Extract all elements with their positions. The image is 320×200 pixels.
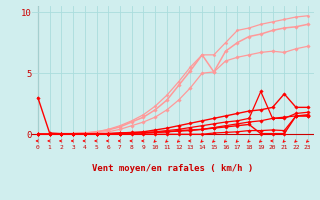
- X-axis label: Vent moyen/en rafales ( km/h ): Vent moyen/en rafales ( km/h ): [92, 164, 253, 173]
